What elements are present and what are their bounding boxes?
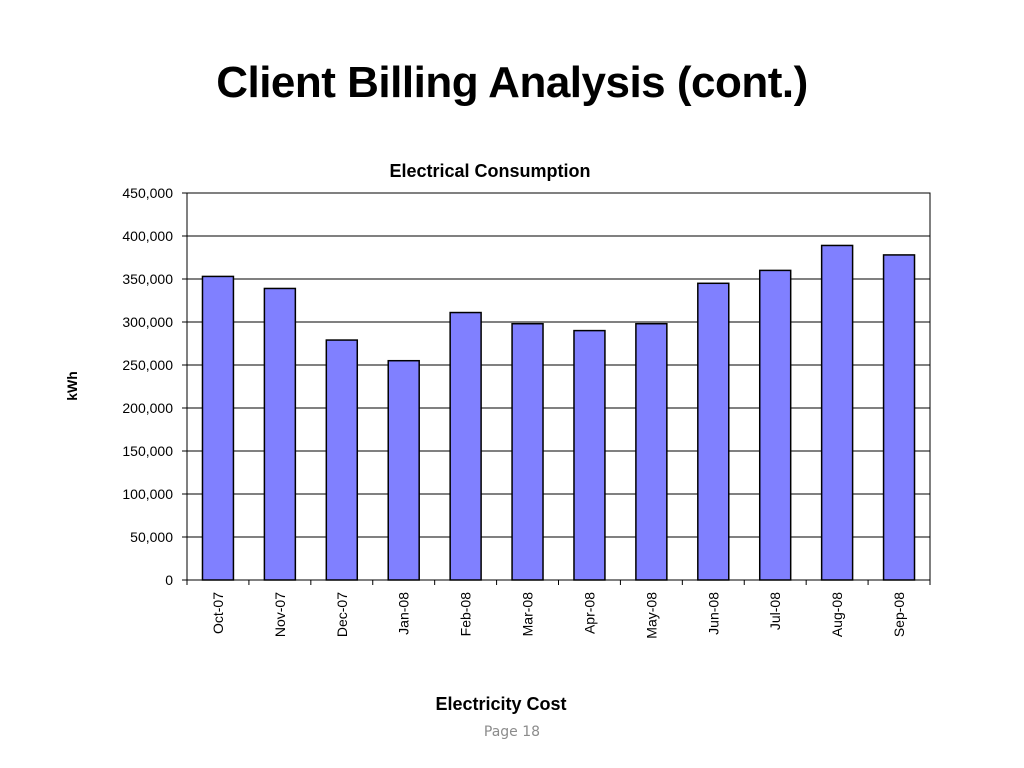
x-tick-label: Mar-08 bbox=[520, 592, 536, 637]
gridlines bbox=[187, 192, 930, 538]
x-tick-label: Aug-08 bbox=[829, 592, 845, 637]
y-tick-label: 350,000 bbox=[122, 271, 173, 287]
bars-group bbox=[201, 244, 916, 581]
bar bbox=[820, 244, 854, 581]
x-tick-label: Jan-08 bbox=[396, 592, 412, 635]
plot-area-border bbox=[186, 192, 931, 581]
x-axis-ticks: Oct-07 Nov-07 Dec-07 Jan-08 Feb-08 Mar-08 Apr-… bbox=[186, 580, 931, 639]
slide-title: Client Billing Analysis (cont.) bbox=[216, 58, 808, 107]
y-tick-label: 50,000 bbox=[130, 529, 173, 545]
y-tick-label: 100,000 bbox=[122, 486, 173, 502]
x-tick-label: Jul-08 bbox=[767, 592, 783, 630]
x-tick-label: Oct-07 bbox=[210, 592, 226, 634]
x-axis-label: Electricity Cost bbox=[435, 694, 566, 714]
x-tick-label: Feb-08 bbox=[458, 592, 474, 637]
bar bbox=[573, 329, 606, 581]
bar bbox=[263, 287, 297, 581]
chart-title: Electrical Consumption bbox=[389, 161, 590, 181]
y-axis-label: kWh bbox=[64, 371, 80, 401]
bar bbox=[387, 359, 420, 581]
page-number: Page 18 bbox=[483, 724, 541, 740]
y-tick-label: 0 bbox=[165, 572, 173, 588]
y-tick-label: 150,000 bbox=[122, 443, 173, 459]
y-axis-ticks: 0 50,000 100,000 150,000 200,000 250,000 300,0… bbox=[122, 185, 187, 588]
bar bbox=[758, 269, 792, 581]
bar bbox=[201, 275, 235, 581]
x-tick-label: May-08 bbox=[643, 592, 659, 639]
bar bbox=[697, 282, 730, 581]
x-tick-label: Nov-07 bbox=[272, 592, 288, 637]
bar bbox=[511, 322, 544, 581]
x-tick-label: Apr-08 bbox=[581, 592, 597, 634]
y-tick-label: 250,000 bbox=[122, 357, 173, 373]
y-tick-label: 400,000 bbox=[122, 228, 173, 244]
y-tick-label: 300,000 bbox=[122, 314, 173, 330]
bar bbox=[635, 322, 668, 581]
x-tick-label: Jun-08 bbox=[705, 592, 721, 635]
bar bbox=[325, 339, 359, 581]
x-tick-label: Dec-07 bbox=[334, 592, 350, 637]
y-tick-label: 450,000 bbox=[122, 185, 173, 201]
bar bbox=[882, 254, 916, 581]
bar bbox=[449, 311, 482, 581]
y-tick-label: 200,000 bbox=[122, 400, 173, 416]
x-tick-label: Sep-08 bbox=[891, 592, 907, 637]
